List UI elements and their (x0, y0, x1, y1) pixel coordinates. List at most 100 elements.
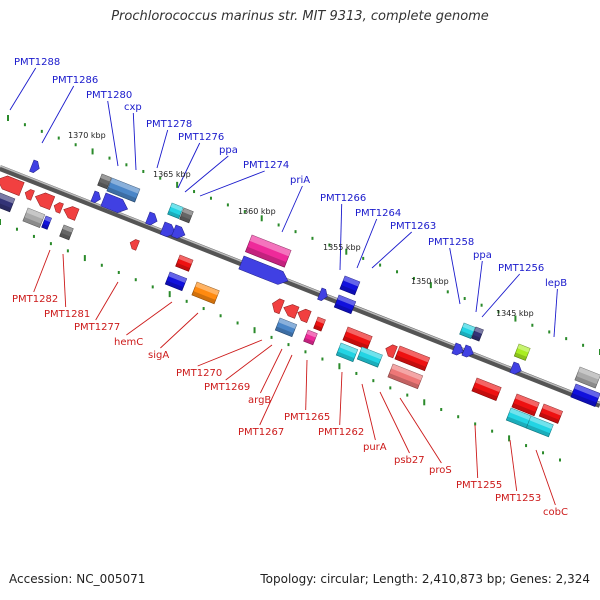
forward-gene-label: PMT1286 (52, 75, 98, 86)
scale-tick (559, 458, 561, 462)
scale-tick (463, 297, 466, 301)
gene-block (339, 275, 361, 296)
leader-line (62, 253, 67, 308)
forward-gene-label: PMT1256 (498, 263, 544, 274)
gene-block (303, 329, 318, 346)
gene-arrow (100, 192, 129, 213)
gene-block (342, 326, 373, 350)
scale-label: 1370 kbp (68, 131, 106, 140)
leader-line (156, 129, 169, 169)
gene-block (574, 366, 600, 389)
gene-block (513, 343, 531, 361)
scale-tick (193, 190, 196, 194)
scale-tick (508, 435, 511, 442)
accession-text: Accession: NC_005071 (9, 572, 146, 586)
scale-labels: 1370 kbp 1365 kbp 1360 kbp 1355 kbp 1350 kbp… (68, 131, 534, 318)
leader-line (132, 112, 137, 171)
gene-block (244, 234, 292, 268)
scale-tick (446, 290, 449, 294)
leader-line (225, 344, 273, 381)
reverse-gene-label: PMT1253 (495, 493, 541, 504)
scale-tick (7, 115, 9, 121)
scale-tick (32, 234, 35, 238)
scale-tick (406, 393, 409, 397)
forward-gene-label: ppa (219, 145, 238, 156)
scale-tick (531, 323, 534, 327)
forward-gene-label: PMT1278 (146, 119, 192, 130)
forward-gene-label: PMT1266 (320, 193, 366, 204)
scale-tick (412, 276, 415, 280)
scale-tick (542, 451, 545, 455)
leader-line (553, 288, 558, 338)
scale-tick (355, 371, 358, 375)
leader-line (535, 449, 556, 506)
scale-tick (236, 321, 239, 325)
scale-tick (185, 299, 188, 303)
leader-line (339, 203, 343, 271)
leader-line (126, 301, 173, 336)
scale-tick (345, 248, 348, 255)
gene-block (570, 383, 600, 407)
reverse-gene-label: PMT1255 (456, 480, 502, 491)
leader-line (481, 273, 521, 318)
reverse-gene-label: PMT1262 (318, 427, 364, 438)
leader-line (339, 371, 343, 426)
scale-tick (142, 169, 145, 173)
scale-tick (565, 337, 568, 341)
scale-tick (23, 123, 26, 127)
gene-arrow (461, 344, 474, 358)
reverse-gene-label: argB (248, 395, 271, 406)
scale-tick (151, 285, 154, 289)
leader-line (371, 231, 413, 269)
gene-arrow (385, 344, 398, 359)
forward-gene-label: lepB (545, 278, 567, 289)
leader-line (199, 170, 265, 197)
gene-arrow (53, 202, 64, 214)
leader-line (184, 155, 229, 193)
reverse-gene-label: PMT1270 (176, 368, 222, 379)
scale-tick (582, 343, 585, 347)
scale-tick (548, 330, 551, 334)
scale-label: 1345 kbp (496, 309, 534, 318)
scale-tick (219, 314, 222, 318)
scale-tick (389, 386, 392, 390)
gene-arrow (272, 298, 285, 315)
leader-line (474, 424, 479, 479)
forward-gene-label: ppa (473, 250, 492, 261)
scale-tick (66, 249, 69, 253)
gene-features (0, 159, 600, 438)
gene-arrow (129, 239, 140, 251)
gene-block (387, 363, 424, 390)
gene-block (471, 326, 484, 342)
gene-block (394, 345, 431, 372)
leader-line (259, 354, 293, 426)
reverse-gene-label: PMT1265 (284, 412, 330, 423)
scale-tick (243, 210, 246, 214)
gene-arrow (317, 287, 328, 301)
gene-block (471, 377, 502, 401)
scale-tick (321, 357, 324, 361)
scale-tick (168, 291, 171, 298)
leader-line (361, 383, 376, 441)
genome-backbone (0, 165, 600, 408)
scale-tick (125, 163, 128, 167)
gene-arrow (283, 304, 300, 319)
gene-block (59, 224, 74, 241)
scale-tick (311, 236, 314, 240)
reverse-gene-label: sigA (148, 350, 169, 361)
map-title: Prochlorococcus marinus str. MIT 9313, c… (111, 9, 489, 24)
gene-arrow (297, 308, 312, 323)
scale-tick (423, 399, 426, 406)
scale-tick (396, 270, 399, 274)
leader-line (305, 359, 308, 411)
scale-tick (328, 243, 331, 247)
scale-tick (440, 408, 443, 412)
leader-line (41, 85, 75, 144)
leader-line (449, 247, 461, 305)
forward-gene-label: PMT1288 (14, 57, 60, 68)
scale-tick (15, 227, 18, 231)
gene-arrow (238, 255, 289, 285)
